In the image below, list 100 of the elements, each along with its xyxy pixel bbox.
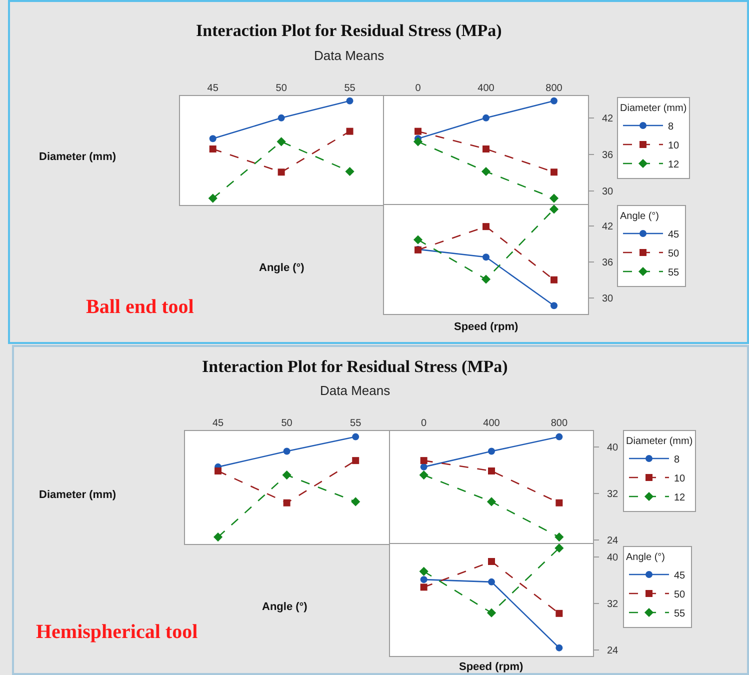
legend-title: Diameter (mm) (626, 436, 693, 447)
text: Ball end tool (86, 296, 194, 318)
x-tick-label: 55 (350, 418, 362, 429)
point (351, 497, 360, 506)
y-axis-title: Diameter (mm) (39, 151, 116, 163)
y-tick-label: 40 (607, 442, 619, 454)
legend-label: 8 (668, 121, 674, 132)
point (414, 128, 422, 135)
point (481, 166, 491, 176)
point (283, 499, 290, 506)
point (420, 584, 428, 591)
y-tick-label: 42 (602, 221, 614, 232)
legend-title: Angle (°) (620, 211, 660, 222)
point (482, 223, 490, 230)
point (556, 610, 563, 617)
x-tick-label: 55 (344, 83, 356, 94)
point (550, 302, 558, 310)
x-axis-title: Speed (rpm) (454, 321, 519, 333)
chart-title: Interaction Plot for Residual Stress (MPa) (196, 21, 502, 40)
legend-label: 12 (674, 492, 686, 504)
point (488, 558, 495, 565)
legend-label: 10 (674, 473, 686, 484)
chart-title: Interaction Plot for Residual Stress (MPa) (202, 357, 508, 376)
point (345, 166, 354, 176)
point (352, 433, 360, 440)
x-tick-label: 0 (415, 83, 422, 94)
point (554, 544, 564, 553)
legend-title: Diameter (mm) (620, 103, 687, 114)
x-tick-label: 50 (281, 418, 293, 429)
point (276, 137, 286, 146)
point (419, 566, 428, 576)
point (419, 470, 428, 480)
legend-label: 55 (674, 608, 686, 620)
point (482, 254, 490, 261)
point (420, 457, 428, 464)
legend-label: 8 (674, 454, 680, 466)
y-tick-label: 32 (607, 489, 619, 500)
legend-label: 50 (674, 589, 686, 600)
y-tick-label: 24 (607, 646, 619, 657)
point (346, 97, 354, 104)
point (420, 576, 428, 584)
point (556, 499, 563, 506)
y-tick-label: 40 (607, 552, 619, 564)
point (488, 448, 495, 455)
x-tick-label: 50 (276, 83, 288, 94)
point (413, 235, 423, 244)
point (549, 204, 559, 214)
point (481, 274, 491, 284)
x-tick-label: 800 (546, 83, 563, 94)
point (549, 194, 559, 203)
point (556, 433, 563, 440)
chart-subtitle: Data Means (314, 48, 385, 63)
legend-label: 50 (668, 248, 680, 260)
point (209, 135, 216, 142)
point (550, 276, 558, 284)
point (413, 137, 423, 146)
x-tick-label: 400 (483, 418, 500, 429)
y-axis-title: Diameter (mm) (39, 489, 116, 501)
legend-label: 12 (668, 159, 680, 170)
point (550, 97, 558, 104)
point (209, 145, 216, 152)
text: Hemispherical tool (36, 621, 198, 643)
legend-title: Angle (°) (626, 552, 666, 563)
point (488, 578, 495, 586)
point (346, 128, 354, 135)
x-axis-title: Speed (rpm) (459, 661, 524, 673)
legend-label: 45 (674, 570, 686, 582)
y-axis-title: Angle (°) (262, 601, 308, 613)
point (550, 168, 558, 176)
legend-label: 10 (668, 140, 680, 152)
point (488, 467, 495, 474)
x-tick-label: 0 (421, 418, 428, 429)
y-tick-label: 36 (602, 257, 614, 268)
legend-label: 55 (668, 267, 680, 278)
point (213, 532, 223, 542)
point (486, 497, 496, 506)
y-tick-label: 24 (607, 535, 619, 546)
x-tick-label: 45 (212, 418, 224, 429)
point (352, 457, 360, 464)
point (420, 463, 428, 470)
point (486, 608, 496, 618)
point (214, 467, 222, 474)
x-tick-label: 400 (478, 83, 495, 94)
chart-subtitle: Data Means (320, 383, 391, 398)
x-tick-label: 45 (207, 83, 219, 94)
point (556, 644, 563, 652)
y-tick-label: 30 (602, 293, 614, 304)
x-tick-label: 800 (550, 418, 568, 429)
point (283, 448, 290, 455)
y-tick-label: 32 (607, 599, 619, 610)
point (482, 114, 490, 122)
point (278, 114, 285, 122)
y-tick-label: 42 (602, 113, 614, 124)
point (482, 145, 490, 152)
y-tick-label: 36 (602, 150, 614, 161)
point (282, 470, 292, 480)
y-tick-label: 30 (602, 186, 614, 198)
point (208, 194, 218, 203)
y-axis-title: Angle (°) (259, 262, 305, 274)
point (278, 168, 285, 176)
